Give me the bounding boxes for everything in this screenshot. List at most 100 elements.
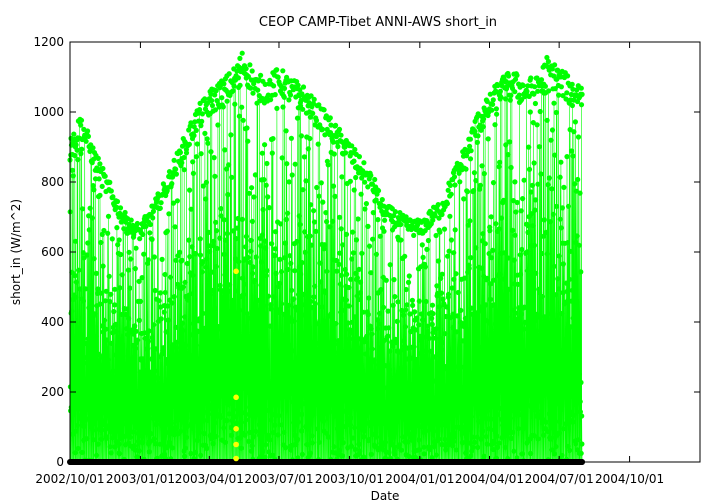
data-point xyxy=(389,400,395,406)
data-point xyxy=(360,309,366,315)
data-point xyxy=(553,203,560,209)
data-point xyxy=(253,326,259,332)
data-point xyxy=(422,228,428,234)
data-point xyxy=(362,179,368,185)
data-point xyxy=(563,378,570,385)
data-point xyxy=(532,318,538,324)
data-point xyxy=(578,379,584,386)
data-point xyxy=(461,364,467,370)
data-point xyxy=(244,310,250,317)
data-point xyxy=(308,242,314,248)
data-point xyxy=(95,155,101,161)
data-point xyxy=(470,444,476,450)
data-point xyxy=(157,290,164,296)
data-point xyxy=(412,364,418,371)
data-point xyxy=(343,231,350,237)
data-point xyxy=(87,148,93,154)
data-point xyxy=(379,197,385,203)
data-point xyxy=(518,208,524,214)
data-point xyxy=(125,267,131,273)
data-point xyxy=(282,255,288,261)
data-point xyxy=(167,377,173,383)
data-point xyxy=(576,346,582,352)
data-point xyxy=(315,397,321,403)
data-point xyxy=(472,128,478,134)
data-point xyxy=(368,172,374,179)
data-point xyxy=(534,314,540,320)
data-point xyxy=(575,437,581,443)
data-point xyxy=(268,306,274,312)
data-point xyxy=(178,428,184,434)
data-point xyxy=(174,339,180,345)
data-point xyxy=(259,259,265,265)
data-point xyxy=(179,414,185,420)
data-point xyxy=(487,228,493,234)
data-point xyxy=(110,435,116,441)
data-point xyxy=(498,215,504,221)
data-point xyxy=(444,201,450,207)
data-point xyxy=(312,301,318,307)
data-point xyxy=(131,443,137,449)
data-point xyxy=(240,275,246,281)
data-point xyxy=(465,391,471,397)
data-point xyxy=(532,207,538,213)
data-point xyxy=(205,411,211,417)
data-point xyxy=(521,177,527,183)
data-point xyxy=(390,302,396,308)
data-point xyxy=(266,205,272,211)
data-point xyxy=(490,180,497,186)
data-point xyxy=(240,117,246,123)
data-point xyxy=(574,299,580,305)
data-point xyxy=(473,178,479,184)
data-point xyxy=(513,209,519,215)
data-point xyxy=(544,117,550,123)
data-point xyxy=(291,420,297,426)
data-point xyxy=(204,445,210,451)
data-point xyxy=(395,299,401,305)
data-point xyxy=(359,175,365,181)
data-point xyxy=(545,58,552,65)
data-point xyxy=(117,205,124,211)
data-point xyxy=(86,213,92,219)
data-point xyxy=(559,311,565,317)
data-point xyxy=(243,233,249,240)
data-point xyxy=(411,344,417,350)
data-point xyxy=(78,412,84,418)
data-point xyxy=(351,187,357,193)
data-point xyxy=(161,415,167,421)
data-point xyxy=(549,414,555,420)
data-point xyxy=(247,404,253,410)
data-point xyxy=(491,302,497,308)
data-point xyxy=(278,371,284,377)
data-point xyxy=(510,366,516,372)
data-point xyxy=(249,185,255,191)
x-tick-label: 2003/01/01 xyxy=(106,472,175,486)
data-point xyxy=(296,264,302,270)
data-point xyxy=(176,354,182,360)
data-point xyxy=(248,448,254,454)
data-point xyxy=(347,422,353,428)
data-point xyxy=(282,240,288,246)
data-point xyxy=(314,346,320,353)
data-point xyxy=(134,220,140,227)
data-point xyxy=(170,200,177,206)
data-point xyxy=(199,377,205,383)
data-point xyxy=(180,284,187,290)
data-point xyxy=(352,425,358,431)
data-point xyxy=(128,217,134,223)
data-point xyxy=(105,213,112,219)
data-point xyxy=(210,238,217,244)
data-point xyxy=(72,273,78,279)
data-point xyxy=(521,326,527,332)
data-point xyxy=(161,345,167,351)
data-point xyxy=(90,319,96,325)
data-point xyxy=(144,346,150,352)
data-point xyxy=(361,428,368,434)
data-point xyxy=(130,429,136,435)
data-point xyxy=(107,417,113,423)
data-point xyxy=(181,389,187,395)
data-point xyxy=(200,259,206,265)
data-point xyxy=(326,365,332,371)
data-point xyxy=(77,393,83,400)
data-point xyxy=(181,167,187,173)
